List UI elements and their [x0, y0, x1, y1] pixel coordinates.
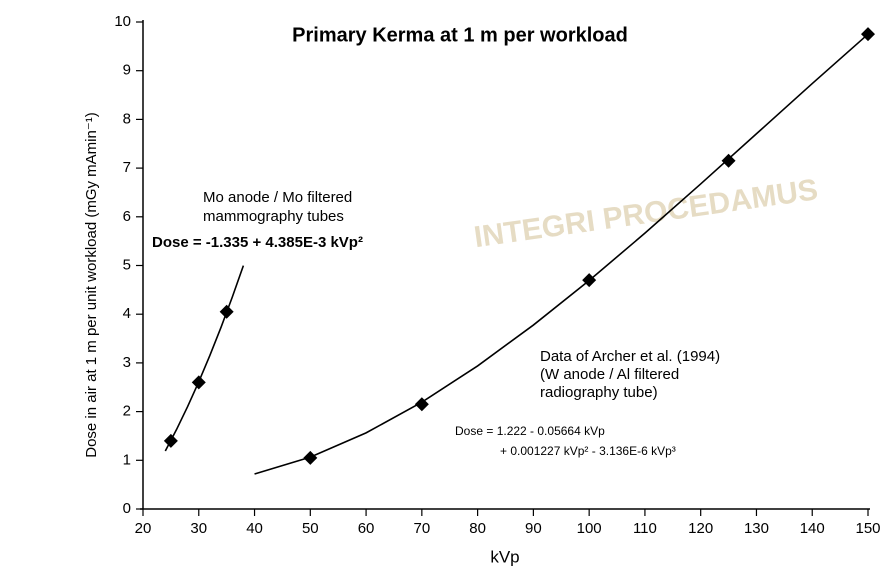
y-tick-label: 1 — [123, 451, 131, 468]
annotation: radiography tube) — [540, 384, 658, 401]
annotation: (W anode / Al filtered — [540, 366, 679, 383]
y-tick-label: 3 — [123, 354, 131, 371]
y-tick-label: 6 — [123, 208, 131, 225]
y-tick-label: 10 — [114, 13, 131, 30]
fit-curve — [164, 265, 245, 452]
watermark: INTEGRI PROCEDAMUS — [472, 173, 820, 254]
fit-curve — [254, 33, 869, 475]
y-tick-label: 9 — [123, 62, 131, 79]
x-tick-label: 50 — [302, 520, 319, 537]
x-tick-label: 130 — [744, 520, 769, 537]
y-tick-label: 0 — [123, 500, 131, 517]
annotation: Mo anode / Mo filtered — [203, 189, 352, 206]
x-tick-label: 140 — [800, 520, 825, 537]
x-tick-label: 90 — [525, 520, 542, 537]
x-tick-label: 110 — [633, 520, 657, 537]
y-tick-label: 7 — [123, 159, 131, 176]
y-tick-label: 2 — [123, 403, 131, 420]
x-tick-label: 120 — [688, 520, 713, 537]
annotation: Dose = -1.335 + 4.385E-3 kVp² — [152, 234, 363, 251]
y-tick-label: 8 — [123, 110, 131, 127]
x-tick-label: 100 — [577, 520, 602, 537]
y-tick-label: 5 — [123, 256, 131, 273]
annotation: mammography tubes — [203, 208, 344, 225]
y-tick-label: 4 — [123, 305, 131, 322]
x-axis-label: kVp — [490, 547, 519, 566]
x-tick-label: 70 — [414, 520, 431, 537]
x-tick-label: 20 — [135, 520, 152, 537]
x-tick-label: 80 — [469, 520, 486, 537]
chart-title: Primary Kerma at 1 m per workload — [292, 24, 628, 46]
x-tick-label: 60 — [358, 520, 375, 537]
x-tick-label: 40 — [246, 520, 263, 537]
x-tick-label: 150 — [855, 520, 880, 537]
annotation: Data of Archer et al. (1994) — [540, 348, 720, 365]
data-point — [721, 153, 736, 168]
y-axis-label: Dose in air at 1 m per unit workload (mG… — [83, 112, 100, 458]
x-tick-label: 30 — [190, 520, 207, 537]
annotation: + 0.001227 kVp² - 3.136E-6 kVp³ — [500, 444, 676, 458]
annotation: Dose = 1.222 - 0.05664 kVp — [455, 424, 605, 438]
